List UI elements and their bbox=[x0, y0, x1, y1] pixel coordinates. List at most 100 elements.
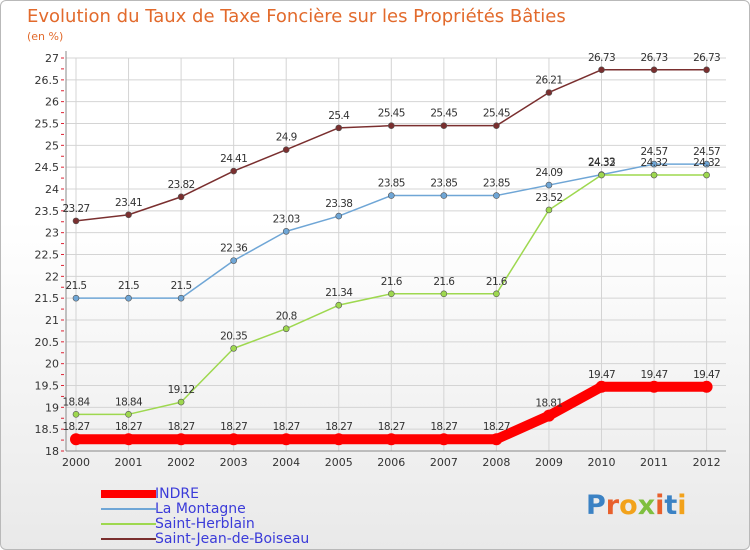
data-label: 24.32 bbox=[693, 157, 720, 169]
data-point bbox=[440, 290, 448, 298]
logo-letter: t bbox=[664, 490, 678, 521]
data-label: 18.27 bbox=[220, 421, 247, 433]
y-tick-label: 23 bbox=[45, 227, 59, 240]
data-point bbox=[650, 66, 658, 74]
data-label: 21.5 bbox=[118, 280, 139, 292]
data-point bbox=[545, 206, 553, 214]
data-label: 18.27 bbox=[115, 421, 142, 433]
data-label: 24.32 bbox=[641, 157, 668, 169]
data-label: 20.8 bbox=[276, 311, 297, 323]
legend-label: Saint-Herblain bbox=[155, 515, 255, 532]
data-point bbox=[227, 433, 240, 446]
data-label: 21.5 bbox=[66, 280, 87, 292]
logo-letter: i bbox=[677, 490, 687, 521]
y-tick-label: 22.5 bbox=[35, 249, 60, 262]
y-tick-label: 24 bbox=[45, 183, 59, 196]
data-label: 26.73 bbox=[588, 52, 615, 64]
y-tick-label: 22 bbox=[45, 270, 59, 283]
data-point bbox=[282, 228, 290, 235]
logo-letter: i bbox=[655, 490, 665, 521]
data-point bbox=[72, 411, 80, 418]
chart-unit: (en %) bbox=[27, 30, 64, 43]
data-point bbox=[72, 217, 80, 225]
data-point bbox=[595, 380, 608, 393]
y-tick-label: 26 bbox=[45, 96, 59, 109]
data-point bbox=[437, 433, 450, 446]
legend-label: Saint-Jean-de-Boiseau bbox=[155, 530, 310, 547]
data-label: 19.47 bbox=[641, 369, 668, 381]
data-label: 18.27 bbox=[325, 421, 352, 433]
legend-item: INDRE bbox=[101, 485, 309, 502]
y-tick-label: 20.5 bbox=[35, 336, 60, 349]
y-tick-label: 18 bbox=[45, 445, 59, 458]
data-label: 18.27 bbox=[62, 421, 89, 433]
data-label: 24.32 bbox=[588, 157, 615, 169]
data-label: 21.34 bbox=[325, 287, 353, 299]
data-label: 23.03 bbox=[273, 213, 300, 225]
data-label: 21.6 bbox=[486, 276, 508, 288]
x-tick-label: 2006 bbox=[377, 456, 405, 469]
data-label: 24.57 bbox=[641, 146, 668, 158]
data-label: 25.45 bbox=[430, 108, 457, 120]
data-label: 19.47 bbox=[588, 369, 615, 381]
data-point bbox=[282, 325, 290, 333]
chart-title: Evolution du Taux de Taxe Foncière sur l… bbox=[27, 6, 566, 27]
data-label: 21.5 bbox=[171, 280, 192, 292]
data-label: 24.09 bbox=[535, 167, 562, 179]
legend-label: La Montagne bbox=[155, 500, 246, 517]
x-tick-label: 2005 bbox=[325, 456, 353, 469]
data-point bbox=[490, 433, 503, 446]
data-point bbox=[175, 433, 188, 446]
x-tick-label: 2011 bbox=[640, 456, 668, 469]
data-label: 24.33 bbox=[588, 157, 615, 169]
data-label: 23.85 bbox=[483, 178, 510, 190]
data-label: 23.38 bbox=[325, 198, 352, 210]
data-point bbox=[177, 398, 185, 406]
data-point bbox=[650, 160, 658, 168]
data-label: 25.4 bbox=[328, 110, 350, 122]
x-tick-label: 2003 bbox=[220, 456, 248, 469]
data-point bbox=[387, 290, 395, 298]
data-point bbox=[700, 380, 713, 393]
data-point bbox=[542, 409, 555, 422]
x-tick-label: 2008 bbox=[482, 456, 510, 469]
legend-swatch bbox=[101, 537, 156, 540]
data-point bbox=[335, 301, 343, 309]
data-point bbox=[703, 66, 710, 74]
data-point bbox=[280, 433, 293, 446]
data-point bbox=[545, 89, 553, 96]
data-point bbox=[493, 290, 500, 298]
data-point bbox=[493, 192, 500, 199]
data-label: 23.82 bbox=[168, 179, 195, 191]
x-tick-label: 2000 bbox=[62, 456, 90, 469]
data-label: 23.27 bbox=[62, 203, 89, 215]
y-tick-label: 21.5 bbox=[35, 292, 60, 305]
data-point bbox=[122, 433, 135, 446]
logo-letter: x bbox=[637, 490, 656, 521]
y-tick-label: 26.5 bbox=[35, 74, 60, 87]
data-label: 18.27 bbox=[168, 421, 195, 433]
data-label: 19.12 bbox=[168, 384, 195, 396]
y-tick-label: 19 bbox=[45, 401, 59, 414]
data-label: 18.27 bbox=[378, 421, 405, 433]
data-label: 18.81 bbox=[535, 398, 562, 410]
data-point bbox=[72, 294, 80, 302]
data-label: 22.36 bbox=[220, 243, 248, 255]
data-point bbox=[177, 193, 185, 201]
data-label: 26.73 bbox=[693, 52, 720, 64]
y-tick-label: 27 bbox=[45, 52, 59, 65]
legend-label: INDRE bbox=[155, 485, 199, 502]
legend-swatch bbox=[101, 507, 156, 510]
y-tick-label: 25.5 bbox=[35, 118, 60, 131]
data-label: 18.27 bbox=[430, 421, 457, 433]
y-tick-label: 18.5 bbox=[35, 423, 60, 436]
data-label: 23.52 bbox=[535, 192, 562, 204]
data-label: 18.27 bbox=[483, 421, 510, 433]
data-label: 26.21 bbox=[535, 74, 562, 86]
data-label: 18.84 bbox=[115, 396, 143, 408]
data-label: 18.84 bbox=[62, 396, 90, 408]
data-point bbox=[282, 146, 290, 153]
data-point bbox=[332, 433, 345, 446]
data-label: 19.47 bbox=[693, 369, 720, 381]
